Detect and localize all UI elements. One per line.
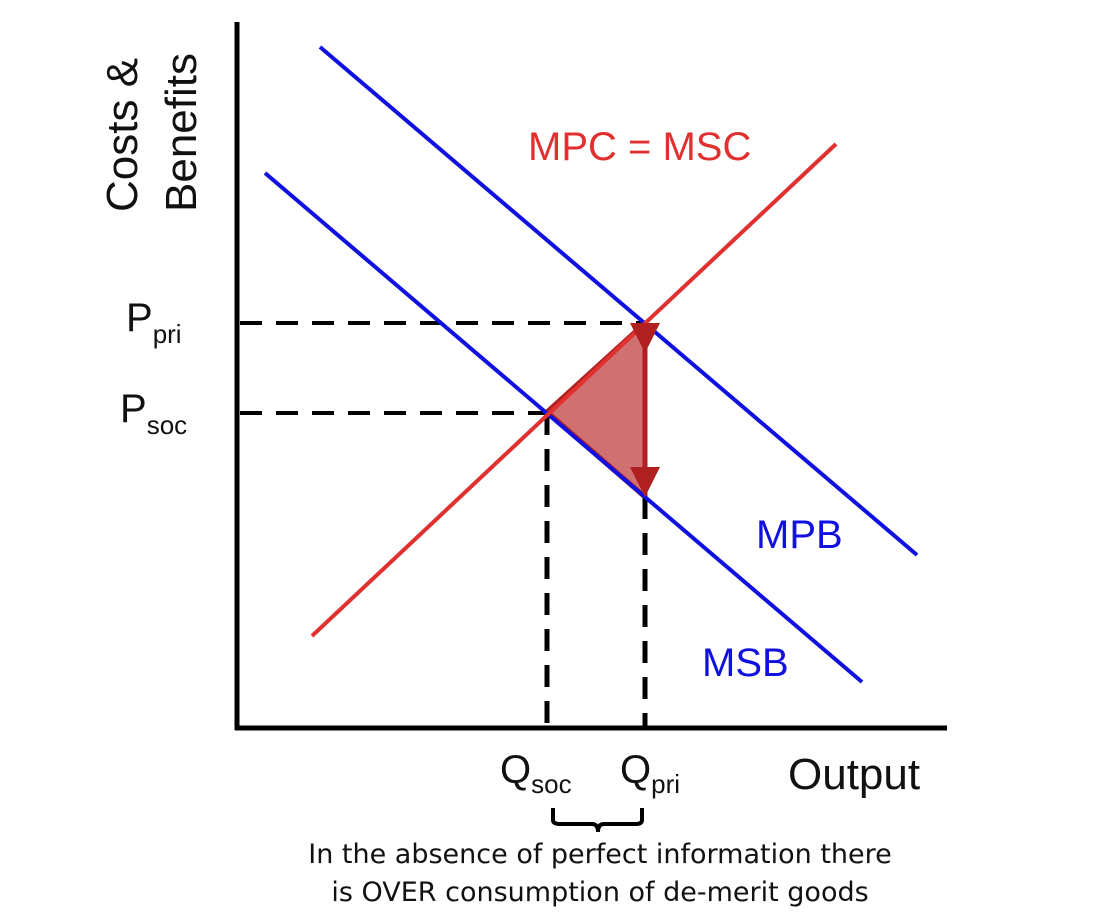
q-pri-label: Qpri	[620, 748, 680, 799]
p-pri-subscript: pri	[153, 319, 182, 349]
x-axis-title: Output	[788, 750, 920, 799]
msb-curve	[263, 171, 864, 684]
q-soc-subscript: soc	[531, 769, 571, 799]
msb-label: MSB	[702, 641, 789, 685]
mpc-msc-curve	[310, 142, 838, 638]
q-soc-main: Q	[500, 748, 531, 792]
p-soc-subscript: soc	[147, 410, 187, 440]
p-pri-label: Ppri	[126, 296, 182, 349]
p-soc-main: P	[120, 387, 147, 431]
mpb-curve	[318, 45, 919, 557]
welfare-loss-triangle	[544, 320, 648, 500]
p-pri-main: P	[126, 296, 153, 340]
q-pri-main: Q	[620, 748, 651, 792]
caption-line-2: is OVER consumption of de-merit goods	[331, 877, 869, 908]
mpb-label: MPB	[756, 513, 843, 557]
caption: In the absence of perfect information th…	[240, 836, 960, 912]
mpc-msc-label: MPC = MSC	[528, 125, 751, 169]
quantity-gap-brace	[551, 808, 644, 833]
q-pri-subscript: pri	[651, 769, 680, 799]
p-soc-label: Psoc	[120, 387, 187, 440]
y-axis-title-line2: Benefits	[157, 53, 206, 212]
caption-line-1: In the absence of perfect information th…	[308, 839, 892, 870]
q-soc-label: Qsoc	[500, 748, 572, 799]
y-axis-title-line1: Costs &	[98, 58, 147, 212]
